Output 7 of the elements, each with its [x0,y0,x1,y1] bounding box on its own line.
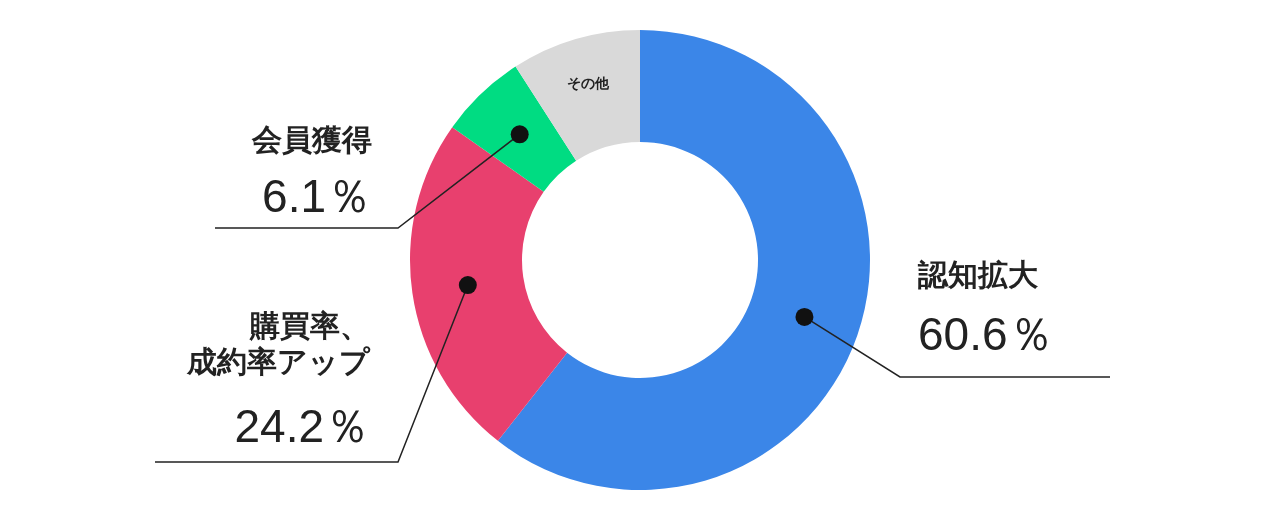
slice-label: 認知拡大 [917,258,1039,291]
data-label: 6.1％ [262,170,372,222]
data-label: 60.6％ [918,308,1054,360]
slice-label: その他 [566,74,610,91]
data-label: 24.2％ [234,400,370,452]
slice-label: 購買率、成約率アップ [186,309,371,378]
slice-label: 会員獲得 [251,123,372,156]
